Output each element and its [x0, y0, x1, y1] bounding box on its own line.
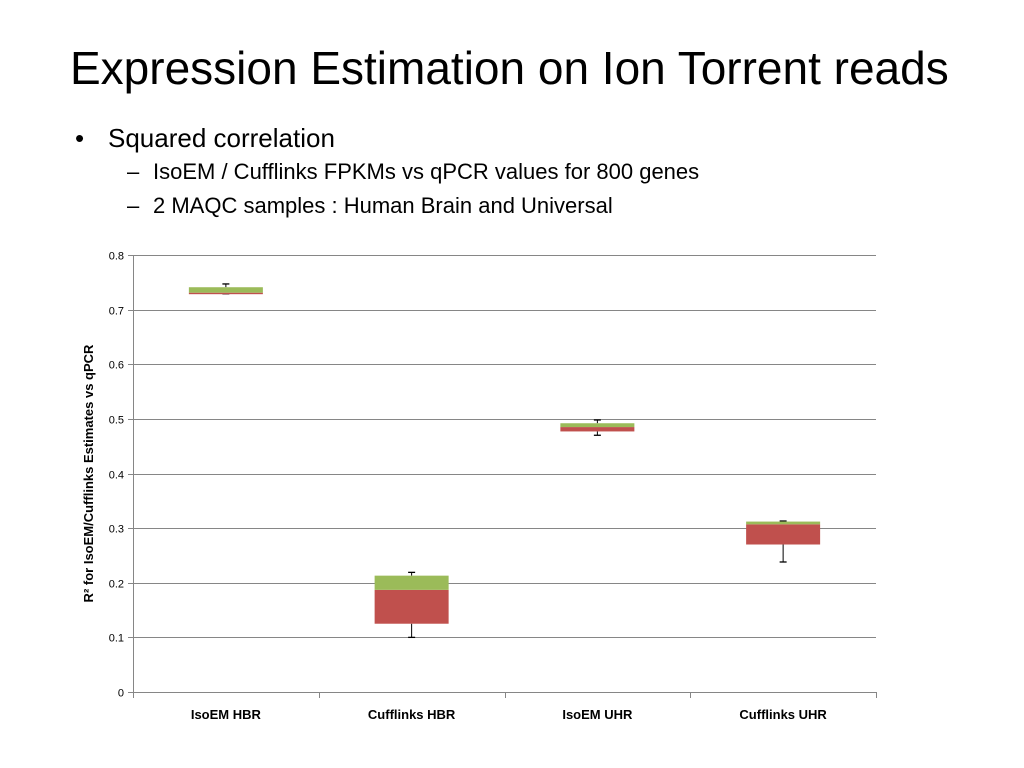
y-tick-label: 0.4	[109, 470, 124, 482]
bullet-marker: •	[75, 123, 85, 153]
x-category-label: IsoEM UHR	[562, 707, 633, 722]
sub-bullet-marker: –	[127, 193, 140, 218]
slide-title: Expression Estimation on Ion Torrent rea…	[70, 42, 949, 94]
bullet-text: Squared correlation	[108, 123, 335, 153]
x-category-label: IsoEM HBR	[191, 707, 262, 722]
y-tick-label: 0.8	[109, 251, 124, 263]
y-tick-label: 0.5	[109, 415, 124, 427]
y-tick-label: 0	[118, 688, 124, 700]
box-lower-segment	[374, 589, 449, 624]
y-tick-label: 0.2	[109, 579, 124, 591]
box-lower-segment	[746, 524, 821, 545]
y-tick-label: 0.7	[109, 306, 124, 318]
box-lower-segment	[188, 292, 263, 295]
y-tick-label: 0.1	[109, 633, 124, 645]
sub-bullet-text: IsoEM / Cufflinks FPKMs vs qPCR values f…	[153, 159, 700, 184]
box-lower-segment	[560, 427, 635, 432]
y-tick-label: 0.3	[109, 524, 124, 536]
sub-bullet-text: 2 MAQC samples : Human Brain and Univers…	[153, 193, 613, 218]
box-upper-segment	[560, 423, 635, 428]
box-upper-segment	[374, 575, 449, 590]
sub-bullet-marker: –	[127, 159, 140, 184]
x-category-label: Cufflinks HBR	[368, 707, 456, 722]
y-axis-title: R² for IsoEM/Cufflinks Estimates vs qPCR	[81, 344, 96, 602]
box-upper-segment	[188, 287, 263, 293]
y-tick-label: 0.6	[109, 360, 124, 372]
x-category-label: Cufflinks UHR	[739, 707, 827, 722]
box-upper-segment	[746, 521, 821, 525]
